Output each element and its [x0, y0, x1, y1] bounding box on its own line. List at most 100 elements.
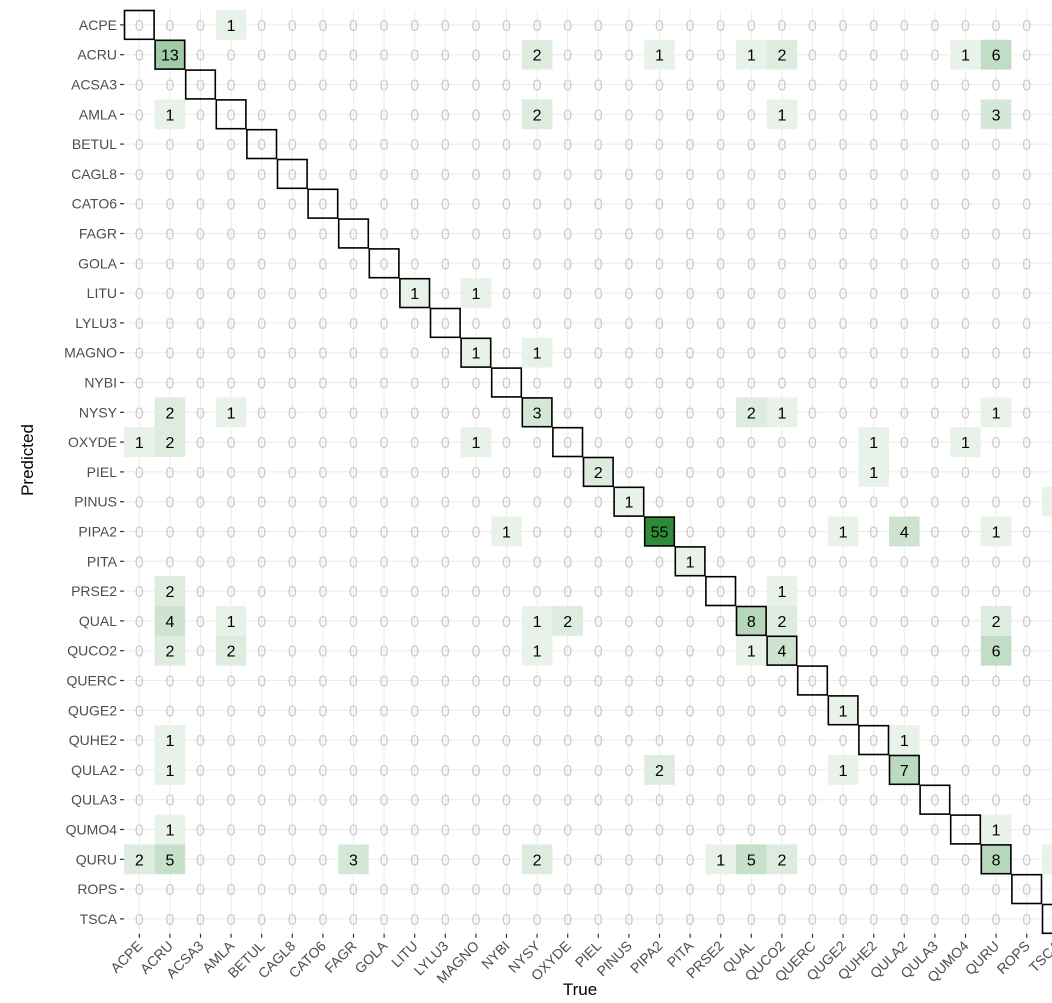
cell-value-label: 0 — [227, 346, 236, 363]
cell-value-label: 0 — [318, 882, 327, 899]
y-tick-label: ACRU — [77, 47, 117, 63]
cell-value-label: 0 — [777, 18, 786, 35]
cell-value-label: 0 — [900, 256, 909, 273]
heatmap-cell — [889, 516, 920, 547]
cell-value-label: 0 — [808, 674, 817, 691]
cell-value-label: 0 — [227, 78, 236, 95]
cell-value-label: 0 — [716, 733, 725, 750]
heatmap-cell — [338, 844, 369, 875]
cell-value-label: 0 — [471, 554, 480, 571]
cell-value-label: 0 — [471, 614, 480, 631]
cell-value-label: 0 — [869, 674, 878, 691]
cell-value-label: 0 — [563, 107, 572, 124]
cell-value-label: 0 — [533, 316, 542, 333]
cell-value-label: 1 — [533, 644, 542, 661]
cell-value-label: 0 — [716, 912, 725, 929]
cell-value-label: 4 — [777, 644, 786, 661]
cell-value-label: 0 — [563, 48, 572, 65]
cell-value-label: 0 — [349, 18, 358, 35]
heatmap-cell — [858, 457, 889, 487]
cell-value-label: 0 — [869, 197, 878, 214]
cell-value-label: 0 — [380, 376, 389, 393]
cell-value-label: 0 — [227, 882, 236, 899]
cell-value-label: 0 — [441, 852, 450, 869]
cell-value-label: 0 — [747, 733, 756, 750]
cell-value-label: 0 — [992, 674, 1001, 691]
cell-value-label: 0 — [349, 793, 358, 810]
cell-value-label: 0 — [1022, 227, 1031, 244]
cell-value-label: 1 — [992, 823, 1001, 840]
cell-value-label: 0 — [563, 882, 572, 899]
heatmap-cell — [827, 516, 859, 547]
cell-value-label: 0 — [196, 78, 205, 95]
cell-value-label: 0 — [777, 78, 786, 95]
cell-value-label: 0 — [410, 793, 419, 810]
cell-value-label: 0 — [624, 405, 633, 422]
cell-value-label: 0 — [1022, 48, 1031, 65]
cell-value-label: 2 — [135, 852, 144, 869]
cell-value-label: 0 — [777, 227, 786, 244]
cell-value-label: 0 — [716, 256, 725, 273]
cell-value-label: 0 — [686, 852, 695, 869]
cell-value-label: 0 — [777, 495, 786, 512]
cell-value-label: 0 — [930, 18, 939, 35]
cell-value-label: 0 — [777, 674, 786, 691]
cell-value-label: 0 — [1022, 286, 1031, 303]
cell-value-label: 0 — [747, 465, 756, 482]
cell-value-label: 0 — [533, 912, 542, 929]
diagonal-cell-border — [643, 516, 676, 547]
cell-value-label: 2 — [747, 405, 756, 422]
cell-value-label: 0 — [747, 376, 756, 393]
cell-value-label: 0 — [686, 793, 695, 810]
cell-value-label: 0 — [441, 495, 450, 512]
cell-value-label: 0 — [380, 733, 389, 750]
cell-value-label: 1 — [533, 346, 542, 363]
diagonal-cell-border — [796, 665, 829, 696]
cell-value-label: 0 — [624, 703, 633, 720]
cell-value-label: 0 — [471, 78, 480, 95]
cell-value-label: 0 — [1022, 703, 1031, 720]
cell-value-label: 0 — [471, 18, 480, 35]
cell-value-label: 0 — [900, 376, 909, 393]
cell-value-label: 0 — [808, 376, 817, 393]
cell-value-label: 0 — [165, 167, 174, 184]
cell-value-label: 0 — [441, 227, 450, 244]
cell-value-label: 0 — [135, 197, 144, 214]
cell-value-label: 0 — [869, 525, 878, 542]
cell-value-label: 0 — [318, 554, 327, 571]
cell-value-label: 6 — [992, 644, 1001, 661]
cell-value-label: 0 — [349, 674, 358, 691]
cell-value-label: 0 — [227, 554, 236, 571]
cell-value-label: 0 — [808, 733, 817, 750]
cell-value-label: 0 — [839, 78, 848, 95]
cell-value-label: 0 — [624, 882, 633, 899]
cell-value-label: 0 — [839, 882, 848, 899]
cell-value-label: 0 — [930, 763, 939, 780]
cell-value-label: 0 — [563, 733, 572, 750]
cell-value-label: 0 — [777, 793, 786, 810]
cell-value-label: 0 — [441, 912, 450, 929]
cell-value-label: 0 — [655, 852, 664, 869]
cell-value-label: 0 — [808, 912, 817, 929]
cell-value-label: 0 — [257, 733, 266, 750]
cell-value-label: 0 — [747, 107, 756, 124]
cell-value-label: 0 — [410, 733, 419, 750]
cell-value-label: 0 — [533, 823, 542, 840]
cell-value-label: 0 — [135, 674, 144, 691]
cell-value-label: 0 — [594, 763, 603, 780]
cell-value-label: 0 — [471, 525, 480, 542]
cell-value-label: 0 — [227, 48, 236, 65]
cell-value-label: 0 — [777, 197, 786, 214]
y-tick-label: OXYDE — [68, 434, 117, 450]
heatmap-cell — [521, 39, 553, 70]
cell-value-label: 0 — [380, 674, 389, 691]
cell-value-label: 1 — [777, 584, 786, 601]
heatmap-cells — [124, 10, 1052, 875]
cell-value-label: 0 — [747, 346, 756, 363]
cell-value-label: 0 — [441, 584, 450, 601]
cell-value-label: 0 — [716, 227, 725, 244]
cell-value-label: 0 — [594, 48, 603, 65]
cell-value-label: 0 — [655, 674, 664, 691]
cell-value-label: 0 — [257, 18, 266, 35]
cell-value-label: 1 — [624, 495, 633, 512]
